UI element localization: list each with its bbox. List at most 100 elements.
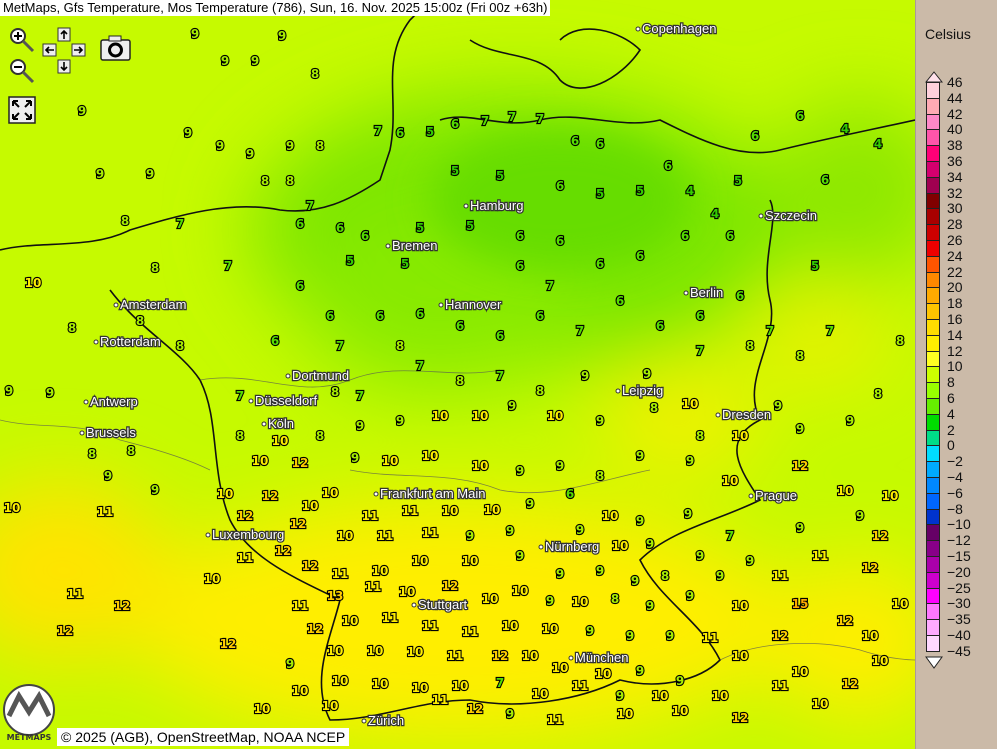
legend-label: 46 — [947, 74, 963, 90]
station-temperature: 10 — [732, 429, 749, 443]
station-temperature: 12 — [772, 629, 789, 643]
station-temperature: 11 — [812, 549, 829, 563]
copyright-notice: © 2025 (AGB), OpenStreetMap, NOAA NCEP — [57, 728, 350, 746]
station-temperature: 9 — [356, 419, 364, 433]
pan-arrows-icon — [42, 27, 86, 74]
city-label: Antwerp — [90, 394, 138, 409]
city-marker — [385, 243, 391, 249]
legend-swatch — [926, 145, 940, 162]
legend-swatch — [926, 429, 940, 447]
station-temperature: 10 — [712, 689, 729, 703]
station-temperature: 7 — [508, 110, 516, 124]
city-marker — [758, 213, 764, 219]
legend-label: −8 — [947, 500, 963, 517]
station-temperature: 10 — [25, 276, 42, 290]
station-temperature: 11 — [292, 599, 309, 613]
legend-swatch — [926, 477, 940, 494]
station-temperature: 9 — [676, 674, 684, 688]
pan-control[interactable] — [42, 27, 90, 79]
station-temperature: 9 — [278, 29, 286, 43]
station-temperature: 10 — [337, 529, 354, 543]
city-label: Rotterdam — [100, 334, 161, 349]
legend-swatch — [926, 97, 940, 115]
station-temperature: 9 — [686, 589, 694, 603]
station-temperature: 9 — [631, 574, 639, 588]
station-temperature: 4 — [874, 137, 882, 151]
station-temperature: 9 — [78, 104, 86, 118]
station-temperature: 10 — [399, 585, 416, 599]
zoom-out-button[interactable] — [8, 57, 36, 89]
station-temperature: 9 — [556, 459, 564, 473]
station-temperature: 10 — [372, 677, 389, 691]
station-temperature: 6 — [796, 109, 804, 123]
station-temperature: 9 — [636, 514, 644, 528]
station-temperature: 7 — [726, 529, 734, 543]
station-temperature: 9 — [616, 689, 624, 703]
station-temperature: 6 — [361, 229, 369, 243]
station-temperature: 12 — [442, 579, 459, 593]
legend-swatch — [926, 287, 940, 305]
station-temperature: 10 — [442, 504, 459, 518]
station-temperature: 15 — [792, 597, 809, 611]
station-temperature: 6 — [296, 217, 304, 231]
station-temperature: 6 — [396, 126, 404, 140]
station-temperature: 6 — [536, 309, 544, 323]
legend-swatch — [926, 492, 940, 510]
station-temperature: 9 — [774, 399, 782, 413]
station-temperature: 4 — [711, 207, 719, 221]
fullscreen-button[interactable] — [8, 96, 36, 128]
city-label: Nürnberg — [545, 539, 599, 554]
station-temperature: 8 — [236, 429, 244, 443]
station-temperature: 10 — [732, 599, 749, 613]
station-temperature: 8 — [746, 339, 754, 353]
legend-label: 8 — [947, 374, 955, 391]
city-label: Amsterdam — [120, 297, 186, 312]
station-temperature: 5 — [734, 174, 742, 188]
station-temperature: 8 — [874, 387, 882, 401]
station-temperature: 9 — [746, 554, 754, 568]
station-temperature: 12 — [732, 711, 749, 725]
zoom-in-button[interactable] — [8, 26, 36, 58]
station-temperature: 7 — [766, 324, 774, 338]
station-temperature: 9 — [856, 509, 864, 523]
city-marker — [361, 718, 367, 724]
station-temperature: 6 — [616, 294, 624, 308]
station-temperature: 8 — [316, 139, 324, 153]
station-temperature: 10 — [252, 454, 269, 468]
station-temperature: 8 — [121, 214, 129, 228]
legend-label: −10 — [947, 516, 971, 533]
station-temperature: 12 — [492, 649, 509, 663]
screenshot-button[interactable] — [100, 34, 132, 66]
station-temperature: 7 — [576, 324, 584, 338]
station-temperature: 4 — [841, 122, 849, 136]
legend-label: 10 — [947, 358, 963, 375]
city-label: Dresden — [722, 407, 771, 422]
legend-bottom-arrow — [925, 656, 943, 669]
legend-label: 38 — [947, 137, 963, 154]
city-marker — [538, 544, 544, 550]
station-temperature: 7 — [336, 339, 344, 353]
legend-label: 0 — [947, 437, 955, 454]
station-temperature: 11 — [422, 526, 439, 540]
station-temperature: 7 — [416, 359, 424, 373]
station-temperature: 10 — [872, 654, 889, 668]
station-temperature: 11 — [237, 551, 254, 565]
station-temperature: 10 — [422, 449, 439, 463]
station-temperature: 9 — [104, 469, 112, 483]
city-labels: Copenhagen Hamburg Szczecin Bremen Amsterdam… — [79, 20, 818, 729]
station-temperature: 9 — [646, 537, 654, 551]
city-label: Stuttgart — [418, 597, 468, 612]
station-temperature: 10 — [412, 554, 429, 568]
station-temperature: 9 — [586, 624, 594, 638]
station-temperature: 11 — [772, 569, 789, 583]
station-temperature: 11 — [365, 580, 382, 594]
city-label: Hannover — [445, 297, 502, 312]
station-temperature: 11 — [702, 631, 719, 645]
station-temperature: 6 — [271, 334, 279, 348]
station-temperature: 11 — [97, 505, 114, 519]
zoom-out-icon — [10, 59, 35, 84]
station-temperature: 7 — [176, 217, 184, 231]
station-temperature: 10 — [482, 592, 499, 606]
station-temperature: 10 — [217, 487, 234, 501]
